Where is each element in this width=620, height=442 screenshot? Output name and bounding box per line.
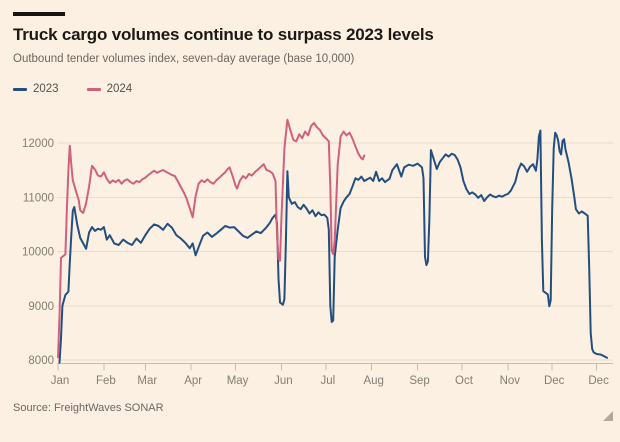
legend-label-2024: 2024 [106, 83, 133, 95]
chart-legend: 2023 2024 [13, 83, 132, 95]
chart-title: Truck cargo volumes continue to surpass … [13, 25, 434, 44]
x-tick-label: Dec [588, 375, 609, 387]
x-axis: Jan Feb Mar Apr May Jun Jul Aug Sep Oct Nov Dec Dec [51, 363, 613, 387]
x-tick-label: Aug [363, 375, 383, 387]
x-tick-label: Jan [51, 375, 70, 387]
series-lines [57, 118, 608, 364]
x-tick-label: Mar [137, 375, 157, 387]
y-tick-label: 11000 [23, 192, 54, 204]
x-tick-label: May [227, 375, 249, 387]
chart-subtitle: Outbound tender volumes index, seven-day… [13, 53, 355, 65]
x-tick-label: Nov [500, 375, 521, 387]
legend-item-2023: 2023 [13, 83, 59, 95]
y-axis-labels: 8000 9000 10000 11000 12000 [22, 138, 54, 367]
resize-grip-icon [603, 411, 613, 421]
x-tick-label: Jul [320, 375, 335, 387]
x-tick-label: Oct [455, 375, 474, 387]
series-line-2024 [57, 118, 366, 359]
legend-item-2024: 2024 [86, 83, 133, 95]
source-note: Source: FreightWaves SONAR [13, 402, 164, 414]
series-line-2023 [58, 129, 608, 364]
legend-label-2023: 2023 [33, 83, 59, 95]
legend-swatch-2023 [13, 87, 27, 91]
ft-top-bar [13, 12, 65, 16]
x-tick-label: Sep [409, 375, 429, 387]
y-tick-label: 9000 [28, 301, 54, 313]
y-tick-label: 8000 [28, 355, 54, 367]
x-tick-label: Feb [96, 375, 116, 387]
x-tick-label: Dec [544, 375, 565, 387]
y-tick-label: 10000 [22, 247, 54, 259]
x-tick-label: Apr [184, 375, 202, 387]
x-tick-label: Jun [274, 375, 293, 387]
y-tick-label: 12000 [22, 138, 54, 150]
legend-swatch-2024 [86, 87, 101, 91]
